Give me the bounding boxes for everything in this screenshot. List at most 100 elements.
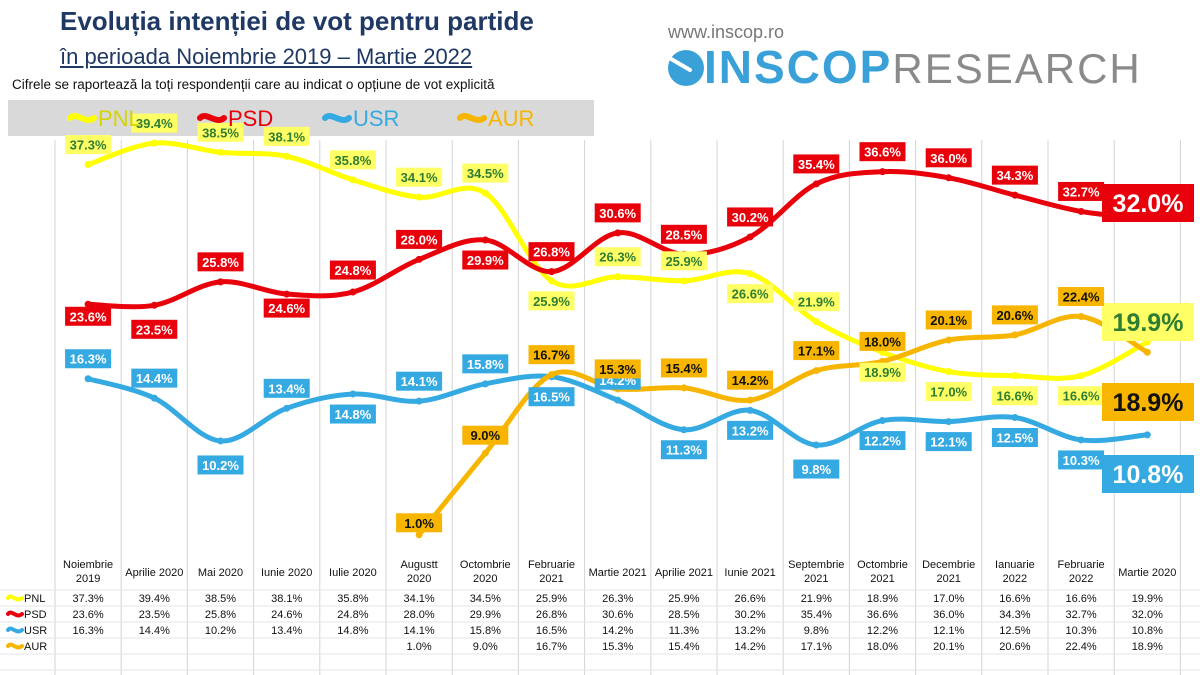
data-label-pnl: 16.6% <box>1063 389 1100 404</box>
final-label-bg <box>1102 184 1194 222</box>
x-tick-label-year: 2022 <box>1003 573 1027 585</box>
data-point-aur <box>1143 348 1151 356</box>
data-point-usr <box>945 418 953 426</box>
table-series-name: USR <box>24 625 47 637</box>
table-cell: 25.9% <box>668 593 699 605</box>
data-point-psd <box>1077 207 1085 215</box>
data-point-aur <box>415 531 423 539</box>
table-cell: 10.3% <box>1065 625 1096 637</box>
table-cell: 23.6% <box>72 609 103 621</box>
table-cell: 13.4% <box>271 625 302 637</box>
table-cell: 13.2% <box>734 625 765 637</box>
data-label-pnl: 34.5% <box>467 166 504 181</box>
table-swatch-psd <box>6 610 24 618</box>
data-point-pnl <box>150 139 158 147</box>
data-label-bg <box>727 284 774 304</box>
data-point-pnl <box>1077 372 1085 380</box>
table-cell: 1.0% <box>407 641 432 653</box>
data-point-psd <box>945 174 953 182</box>
table-cell: 36.0% <box>933 609 964 621</box>
table-cell: 20.1% <box>933 641 964 653</box>
table-cell: 15.4% <box>668 641 699 653</box>
data-point-pnl <box>548 277 555 285</box>
data-label-bg <box>1058 287 1105 307</box>
data-label-bg <box>1058 181 1105 201</box>
data-label-bg <box>65 349 112 369</box>
data-label-pnl: 38.1% <box>268 129 305 144</box>
table-cell: 12.5% <box>999 625 1030 637</box>
data-label-usr: 13.4% <box>268 381 305 396</box>
x-tick-label-year: 2019 <box>76 573 100 585</box>
data-label-usr: 16.3% <box>70 352 107 367</box>
table-cell: 16.3% <box>72 625 103 637</box>
data-label-bg <box>396 371 443 391</box>
table-cell: 36.6% <box>867 609 898 621</box>
data-label-psd: 34.3% <box>996 168 1033 183</box>
data-point-aur <box>945 336 953 344</box>
table-series-name: PNL <box>24 593 45 605</box>
data-point-pnl <box>84 161 92 169</box>
table-cell: 18.0% <box>867 641 898 653</box>
data-label-bg <box>859 431 906 451</box>
x-tick-label: Octombrie <box>857 559 908 571</box>
final-label-aur: 18.9% <box>1113 389 1184 417</box>
table-series-name: PSD <box>24 609 47 621</box>
table-cell: 14.1% <box>403 625 434 637</box>
x-tick-label: Iulie 2020 <box>329 567 377 579</box>
data-label-bg <box>793 292 840 312</box>
data-point-aur <box>680 384 688 392</box>
final-label-psd: 32.0% <box>1113 190 1184 218</box>
x-tick-label: Martie 2021 <box>589 567 647 579</box>
data-label-aur: 20.1% <box>930 313 967 328</box>
data-label-usr: 14.8% <box>334 407 371 422</box>
x-tick-label: Aprilie 2021 <box>655 567 713 579</box>
legend-swatch-usr <box>322 113 352 123</box>
data-point-psd <box>879 168 886 176</box>
data-point-psd <box>746 233 754 241</box>
table-cell: 34.5% <box>470 593 501 605</box>
data-label-aur: 16.7% <box>533 348 570 363</box>
data-label-psd: 29.9% <box>467 253 504 268</box>
data-label-bg <box>197 122 244 142</box>
data-label-usr: 13.2% <box>732 423 769 438</box>
table-cell: 19.9% <box>1132 593 1163 605</box>
x-tick-label-year: 2021 <box>870 573 894 585</box>
table-cell: 26.3% <box>602 593 633 605</box>
data-point-usr <box>812 441 820 449</box>
data-label-usr: 14.4% <box>136 371 173 386</box>
table-cell: 32.0% <box>1132 609 1163 621</box>
data-label-bg <box>991 305 1038 325</box>
data-label-psd: 24.8% <box>334 263 371 278</box>
table-cell: 16.6% <box>999 593 1030 605</box>
table-cell: 26.6% <box>734 593 765 605</box>
series-line-psd <box>85 168 1150 310</box>
final-label-pnl: 19.9% <box>1113 309 1184 337</box>
x-tick-label-year: 2020 <box>473 573 497 585</box>
data-point-pnl <box>481 189 489 197</box>
data-point-pnl <box>283 152 291 160</box>
x-tick-label: Februarie <box>1058 559 1105 571</box>
data-label-pnl: 17.0% <box>930 385 967 400</box>
brand-url: www.inscop.ro <box>668 22 785 42</box>
data-label-bg <box>859 331 906 351</box>
data-label-bg <box>727 370 774 390</box>
data-point-psd <box>1011 191 1019 199</box>
table-cell: 21.9% <box>801 593 832 605</box>
data-label-psd: 23.5% <box>136 322 173 337</box>
table-cell: 30.2% <box>734 609 765 621</box>
table-cell: 34.1% <box>403 593 434 605</box>
table-cell: 20.6% <box>999 641 1030 653</box>
data-label-psd: 36.0% <box>930 151 967 166</box>
x-tick-label-year: 2021 <box>936 573 960 585</box>
table-cell: 34.3% <box>999 609 1030 621</box>
data-point-psd <box>283 290 291 298</box>
table-cell: 11.3% <box>669 625 700 637</box>
data-label-bg <box>528 291 575 311</box>
data-label-usr: 12.5% <box>996 431 1033 446</box>
x-tick-label: Martie 2020 <box>1118 567 1176 579</box>
data-label-usr: 12.2% <box>864 434 901 449</box>
data-point-pnl <box>746 270 754 278</box>
table-cell: 10.8% <box>1132 625 1163 637</box>
table-cell: 32.7% <box>1065 609 1096 621</box>
data-point-usr <box>217 437 224 445</box>
